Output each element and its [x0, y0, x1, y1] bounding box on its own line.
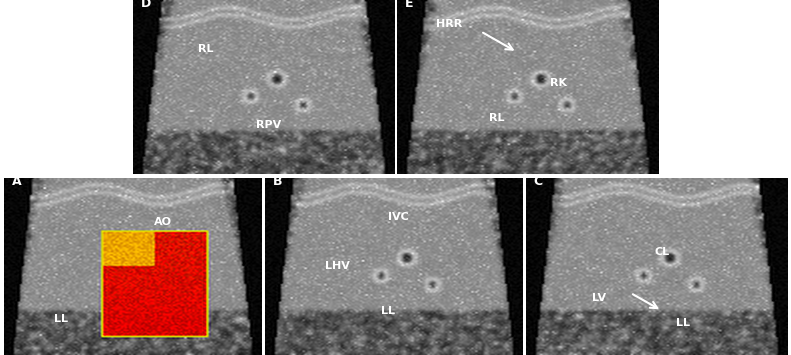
Text: LV: LV [592, 293, 606, 303]
Text: HRR: HRR [436, 20, 463, 29]
Text: AO: AO [154, 217, 172, 227]
Text: LL: LL [54, 315, 67, 324]
Text: LL: LL [676, 318, 690, 328]
Text: B: B [273, 175, 282, 188]
Text: A: A [12, 175, 21, 188]
Text: RL: RL [489, 113, 504, 123]
Text: D: D [141, 0, 151, 10]
Text: IVC: IVC [388, 212, 409, 222]
Text: E: E [405, 0, 414, 10]
Text: C: C [534, 175, 543, 188]
Text: RK: RK [551, 78, 567, 88]
Text: CL: CL [654, 247, 669, 257]
Text: RL: RL [199, 44, 214, 54]
Text: LL: LL [381, 306, 396, 316]
Text: LHV: LHV [324, 261, 350, 271]
Text: RPV: RPV [256, 120, 282, 130]
